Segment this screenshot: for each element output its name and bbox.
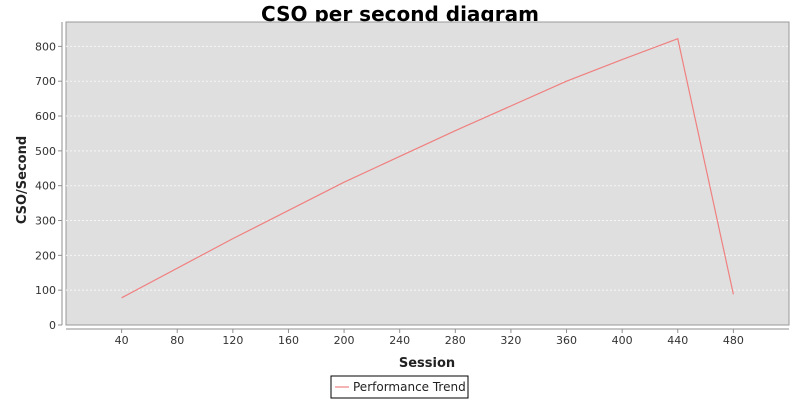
axis-layer bbox=[61, 22, 789, 330]
y-tick-label: 200 bbox=[35, 249, 56, 262]
series-line-1 bbox=[121, 37, 734, 299]
x-tick-label: 240 bbox=[389, 334, 410, 347]
x-tick-label: 160 bbox=[278, 334, 299, 347]
x-tick-label: 200 bbox=[334, 334, 355, 347]
x-tick-label: 120 bbox=[222, 334, 243, 347]
legend-label: Performance Trend bbox=[353, 380, 466, 394]
y-tick-label: 400 bbox=[35, 180, 56, 193]
x-tick-label: 400 bbox=[612, 334, 633, 347]
y-tick-label: 800 bbox=[35, 40, 56, 53]
plot-area bbox=[65, 21, 790, 326]
tick-layer: 0 100 200 300 400 500 600 700 800 40 80 120 160 200 24… bbox=[35, 40, 744, 347]
y-tick-label: 100 bbox=[35, 284, 56, 297]
y-axis-label: CSO/Second bbox=[15, 136, 30, 224]
y-tick-label: 500 bbox=[35, 145, 56, 158]
x-tick-label: 360 bbox=[556, 334, 577, 347]
y-tick-label: 600 bbox=[35, 110, 56, 123]
x-tick-label: 80 bbox=[170, 334, 184, 347]
y-tick-label: 300 bbox=[35, 215, 56, 228]
x-tick-label: 40 bbox=[115, 334, 129, 347]
x-tick-label: 480 bbox=[723, 334, 744, 347]
y-tick-label: 700 bbox=[35, 75, 56, 88]
series-layer bbox=[121, 37, 734, 299]
x-tick-label: 440 bbox=[667, 334, 688, 347]
x-axis-label: Session bbox=[399, 356, 455, 371]
legend-box bbox=[330, 375, 469, 399]
y-tick-label: 0 bbox=[49, 319, 56, 332]
grid-layer bbox=[66, 45, 789, 291]
x-tick-label: 280 bbox=[445, 334, 466, 347]
x-tick-label: 320 bbox=[500, 334, 521, 347]
legend: Performance Trend bbox=[330, 375, 469, 399]
